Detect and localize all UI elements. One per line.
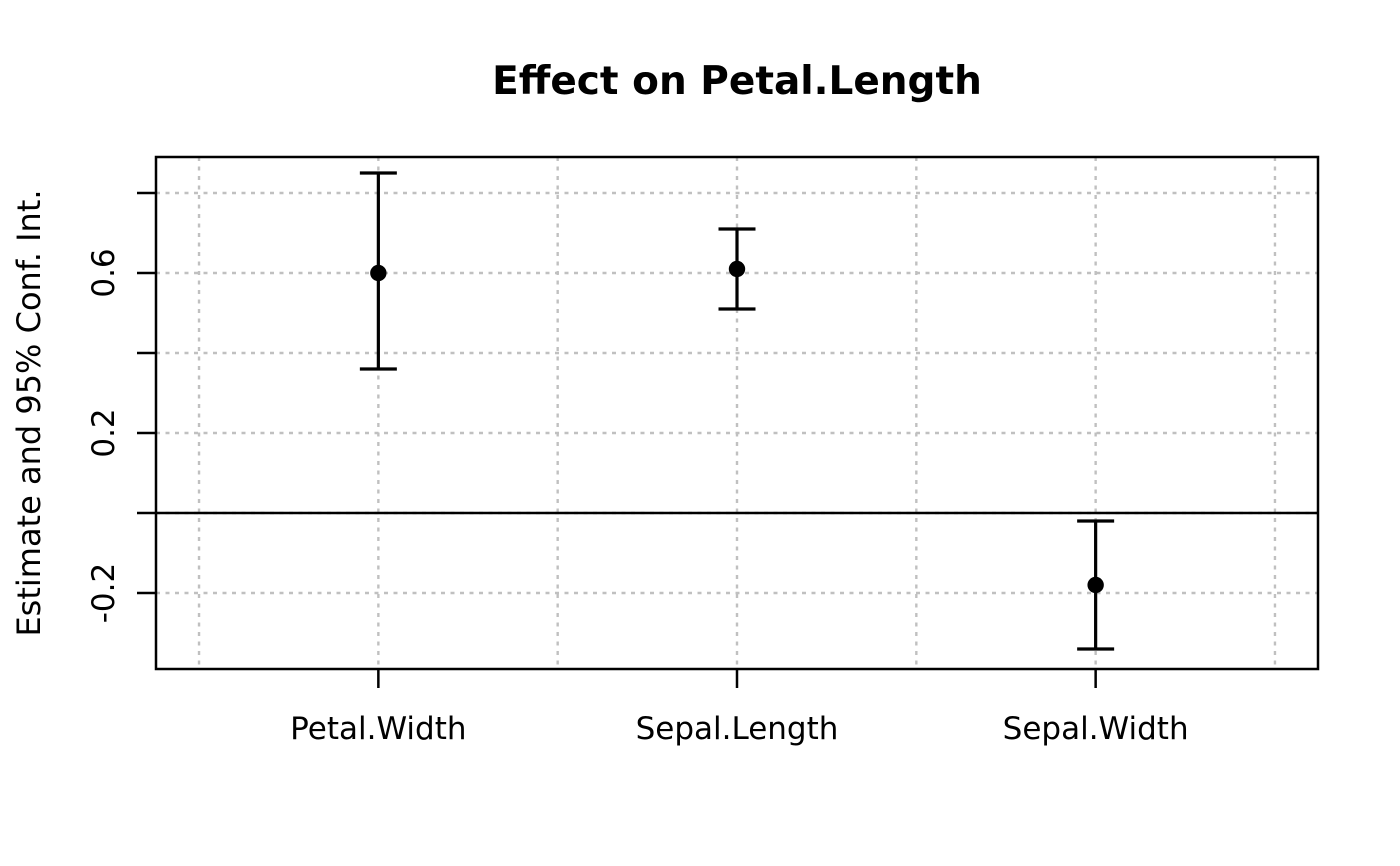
x-tick-label: Sepal.Width — [1003, 711, 1189, 747]
data-layer — [359, 171, 1115, 651]
chart-title: Effect on Petal.Length — [492, 59, 982, 104]
x-tick-label: Sepal.Length — [636, 711, 839, 747]
axis-layer: 0.6 0.2 -0.2 Petal.Width Sepal.Length Sepal.W… — [86, 155, 1320, 747]
y-axis-title: Estimate and 95% Conf. Int. — [10, 189, 48, 636]
error-bar-petal-width — [359, 171, 397, 371]
x-tick-label: Petal.Width — [290, 711, 466, 747]
error-bar-sepal-length — [718, 227, 756, 311]
y-tick-label: -0.2 — [86, 563, 122, 624]
error-bar-sepal-width — [1077, 519, 1115, 651]
y-tick-label: 0.6 — [86, 248, 122, 297]
estimate-dot — [728, 260, 746, 278]
y-tick-label: 0.2 — [86, 408, 122, 457]
estimate-dot — [1087, 576, 1104, 594]
estimate-dot — [370, 264, 387, 282]
